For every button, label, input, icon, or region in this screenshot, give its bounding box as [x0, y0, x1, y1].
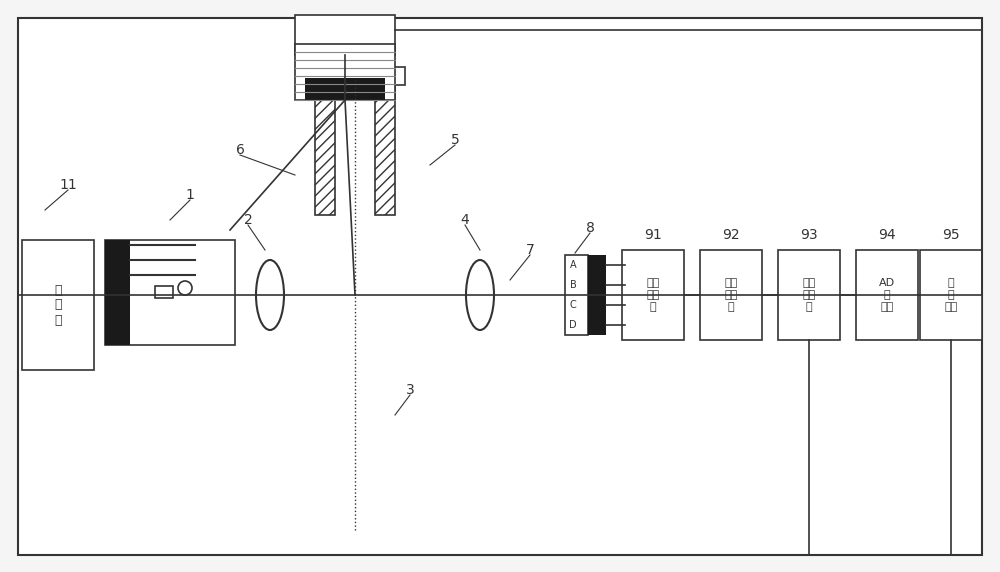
Bar: [920, 250, 982, 340]
Bar: [105, 240, 235, 345]
Text: 3: 3: [406, 383, 414, 397]
Bar: [856, 250, 918, 340]
Text: 1: 1: [186, 188, 194, 202]
Text: 8: 8: [586, 221, 594, 235]
Text: 控
制
系统: 控 制 系统: [944, 279, 958, 312]
Bar: [315, 85, 335, 215]
Bar: [305, 78, 385, 100]
Circle shape: [178, 281, 192, 295]
Text: 2: 2: [244, 213, 252, 227]
Bar: [105, 240, 130, 345]
Bar: [700, 250, 762, 340]
Bar: [375, 85, 395, 215]
Text: 92: 92: [722, 228, 740, 242]
Bar: [565, 255, 588, 335]
Text: 灯
电
源: 灯 电 源: [54, 284, 62, 327]
Text: 6: 6: [236, 143, 244, 157]
Bar: [155, 286, 173, 298]
Text: 同步
解调
器: 同步 解调 器: [802, 279, 816, 312]
Text: 11: 11: [59, 178, 77, 192]
Text: 7: 7: [526, 243, 534, 257]
Text: B: B: [570, 280, 576, 290]
Text: D: D: [569, 320, 577, 330]
Text: 95: 95: [942, 228, 960, 242]
Text: 4: 4: [461, 213, 469, 227]
Text: 带通
滤波
器: 带通 滤波 器: [724, 279, 738, 312]
Text: 前置
放大
器: 前置 放大 器: [646, 279, 660, 312]
Text: C: C: [570, 300, 576, 310]
Text: 94: 94: [878, 228, 896, 242]
Text: A: A: [570, 260, 576, 270]
Bar: [305, 67, 405, 85]
Bar: [295, 15, 395, 55]
Bar: [622, 250, 684, 340]
Ellipse shape: [466, 260, 494, 330]
Bar: [588, 255, 606, 335]
Bar: [22, 240, 94, 370]
Text: 5: 5: [451, 133, 459, 147]
Bar: [295, 44, 395, 100]
Text: 93: 93: [800, 228, 818, 242]
Text: 91: 91: [644, 228, 662, 242]
Ellipse shape: [256, 260, 284, 330]
Text: AD
转
换器: AD 转 换器: [879, 279, 895, 312]
Bar: [778, 250, 840, 340]
